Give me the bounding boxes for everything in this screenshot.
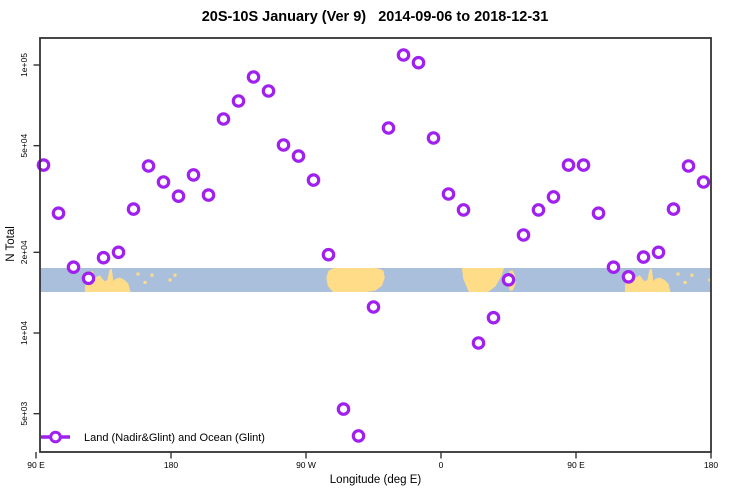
data-point: [291, 149, 306, 163]
data-point: [381, 121, 396, 135]
data-point: [411, 55, 426, 70]
data-point: [591, 206, 606, 220]
data-point: [336, 402, 351, 416]
data-point: [141, 159, 156, 173]
legend-marker-icon: [49, 430, 62, 444]
data-point: [651, 245, 666, 260]
island-speck: [168, 278, 172, 282]
data-point: [156, 175, 171, 189]
data-points: [36, 48, 711, 443]
x-axis-title: Longitude (deg E): [329, 474, 422, 486]
data-point: [186, 168, 201, 182]
data-point: [486, 310, 501, 325]
data-point: [606, 260, 621, 274]
y-tick-label: 5e+04: [19, 133, 29, 157]
data-point: [276, 138, 291, 152]
y-tick-label: 5e+03: [19, 401, 29, 425]
legend-label: Land (Nadir&Glint) and Ocean (Glint): [84, 432, 265, 444]
island-speck: [708, 278, 711, 282]
data-point: [636, 250, 651, 264]
data-point: [351, 429, 366, 443]
data-point: [261, 84, 276, 98]
data-point: [696, 175, 711, 189]
data-point: [51, 206, 66, 220]
x-tick-label: 180: [704, 460, 718, 470]
x-tick-label: 90 E: [567, 460, 585, 470]
island-speck: [683, 280, 687, 284]
y-tick-label: 1e+04: [19, 321, 29, 345]
legend: Land (Nadir&Glint) and Ocean (Glint): [41, 430, 265, 444]
data-point: [576, 158, 591, 172]
data-point: [441, 187, 456, 201]
land-patch-africa: [462, 268, 504, 292]
y-tick-label: 2e+04: [19, 240, 29, 264]
plot-border: [39, 37, 712, 453]
map-band: [40, 268, 711, 292]
data-point: [456, 203, 471, 217]
island-speck: [150, 273, 154, 277]
land-patch-australia-indonesia: [84, 268, 131, 292]
data-point: [501, 272, 516, 287]
data-point: [96, 250, 111, 265]
data-point: [111, 245, 126, 260]
island-speck: [676, 272, 680, 276]
data-point: [366, 300, 381, 314]
y-tick-label: 1e+05: [19, 53, 29, 77]
data-point: [216, 112, 231, 126]
data-point: [126, 202, 141, 216]
data-point: [246, 70, 261, 84]
data-point: [321, 247, 336, 262]
data-point: [516, 228, 531, 242]
island-speck: [173, 273, 177, 277]
island-speck: [690, 273, 694, 277]
data-point: [306, 173, 321, 187]
axes: 90 E 180 90 W 0 90 E 180 5e+03 1e+04 2e+04 5e+04 1…: [19, 53, 718, 470]
land-patch-south-america: [326, 268, 385, 292]
x-tick-label: 90 W: [296, 460, 316, 470]
chart-title: 20S-10S January (Ver 9) 2014-09-06 to 20…: [201, 9, 549, 25]
data-point: [66, 260, 81, 274]
island-speck: [136, 272, 140, 276]
data-point: [471, 336, 486, 350]
land-patch-australia-indonesia-repeat: [624, 268, 671, 292]
data-point: [621, 269, 636, 284]
data-point: [546, 190, 561, 204]
data-point: [201, 188, 216, 202]
data-point: [561, 158, 576, 172]
data-point: [171, 189, 186, 203]
island-speck: [143, 280, 147, 284]
data-point: [81, 271, 96, 286]
data-point: [231, 94, 246, 108]
x-tick-label: 0: [439, 460, 444, 470]
data-point: [396, 48, 411, 62]
x-tick-label: 90 E: [27, 460, 45, 470]
data-point: [531, 203, 546, 217]
x-tick-label: 180: [164, 460, 178, 470]
data-point: [426, 131, 441, 145]
data-point: [681, 159, 696, 173]
data-point: [666, 202, 681, 216]
